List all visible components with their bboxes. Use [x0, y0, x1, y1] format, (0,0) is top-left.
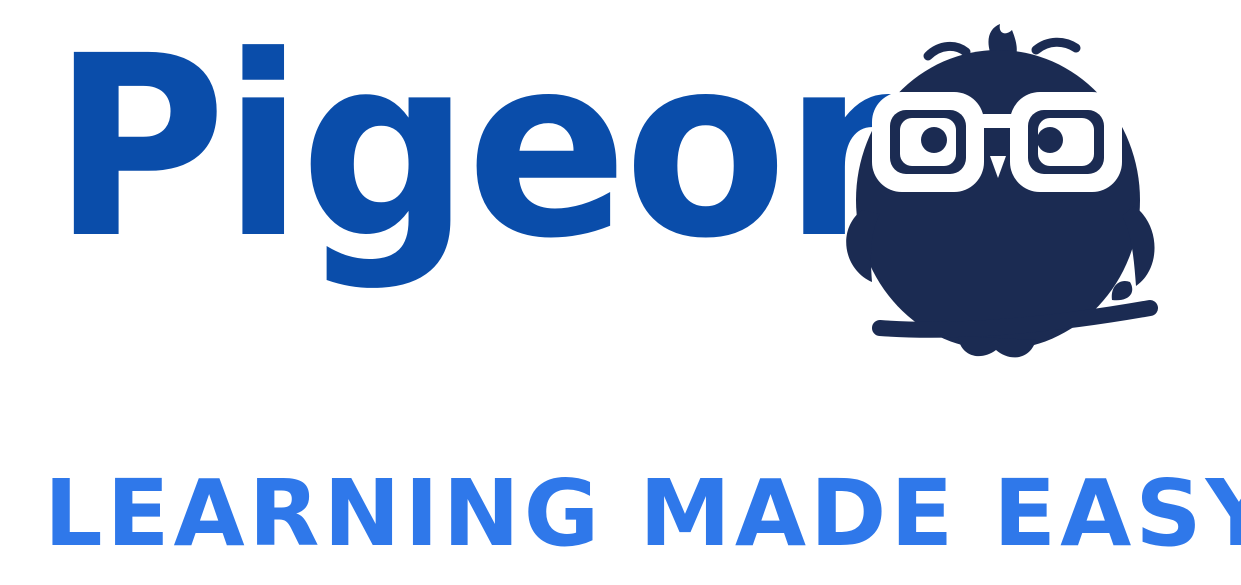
owl-right-wing — [1122, 206, 1155, 286]
owl-tuft — [988, 24, 1017, 56]
owl-left-wing — [846, 210, 880, 282]
owl-right-brow — [1031, 37, 1081, 55]
owl-left-pupil — [921, 127, 947, 153]
owl-beak — [990, 156, 1006, 178]
owl-glasses-bridge — [978, 114, 1018, 128]
owl-left-brow — [923, 42, 971, 61]
brand-tagline: LEARNING MADE EASY — [44, 460, 1241, 567]
owl-feet — [958, 336, 1036, 358]
brand-name: Pigeon — [52, 3, 953, 294]
owl-branch-leaf — [1111, 280, 1133, 301]
owl-branch — [872, 300, 1158, 338]
owl-right-pupil — [1037, 127, 1063, 153]
owl-mascot-icon — [846, 24, 1158, 358]
